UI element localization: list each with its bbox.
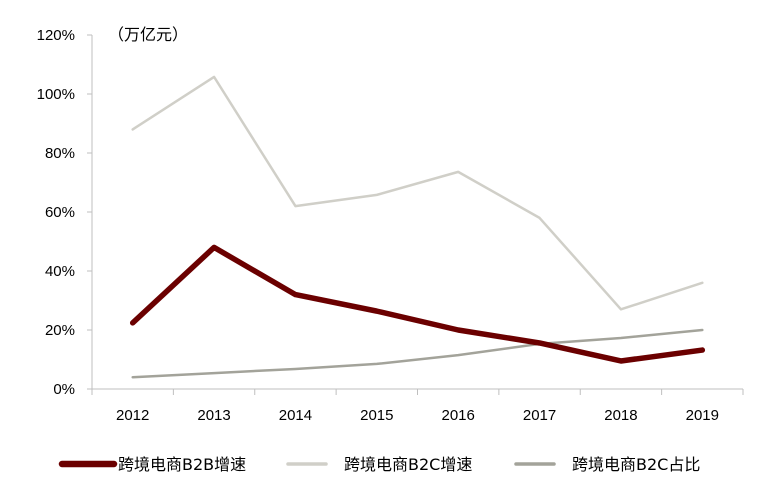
series-line-3	[131, 328, 704, 379]
x-tick-label: 2018	[604, 407, 637, 424]
x-tick-label: 2013	[197, 407, 230, 424]
x-tick-label: 2019	[686, 407, 719, 424]
series-line-2	[131, 75, 704, 311]
legend-label: 跨境电商B2B增速	[118, 455, 246, 474]
series-line-1	[129, 244, 706, 364]
x-tick-label: 2015	[360, 407, 393, 424]
y-tick-label: 60%	[45, 204, 75, 221]
y-tick-label: 0%	[53, 381, 75, 398]
y-tick-label: 40%	[45, 263, 75, 280]
legend-item: 跨境电商B2C占比	[514, 455, 700, 474]
x-tick-label: 2014	[279, 407, 312, 424]
legend-item: 跨境电商B2B增速	[58, 455, 246, 474]
legend-item: 跨境电商B2C增速	[286, 455, 472, 474]
x-tick-label: 2017	[523, 407, 556, 424]
x-tick-label: 2016	[442, 407, 475, 424]
y-tick-label: 80%	[45, 145, 75, 162]
y-tick-label: 100%	[37, 86, 75, 103]
y-tick-label: 120%	[37, 27, 75, 44]
legend-label: 跨境电商B2C增速	[344, 455, 472, 474]
y-tick-label: 20%	[45, 322, 75, 339]
unit-label: （万亿元）	[108, 25, 188, 44]
legend-label: 跨境电商B2C占比	[572, 455, 700, 474]
x-tick-label: 2012	[116, 407, 149, 424]
